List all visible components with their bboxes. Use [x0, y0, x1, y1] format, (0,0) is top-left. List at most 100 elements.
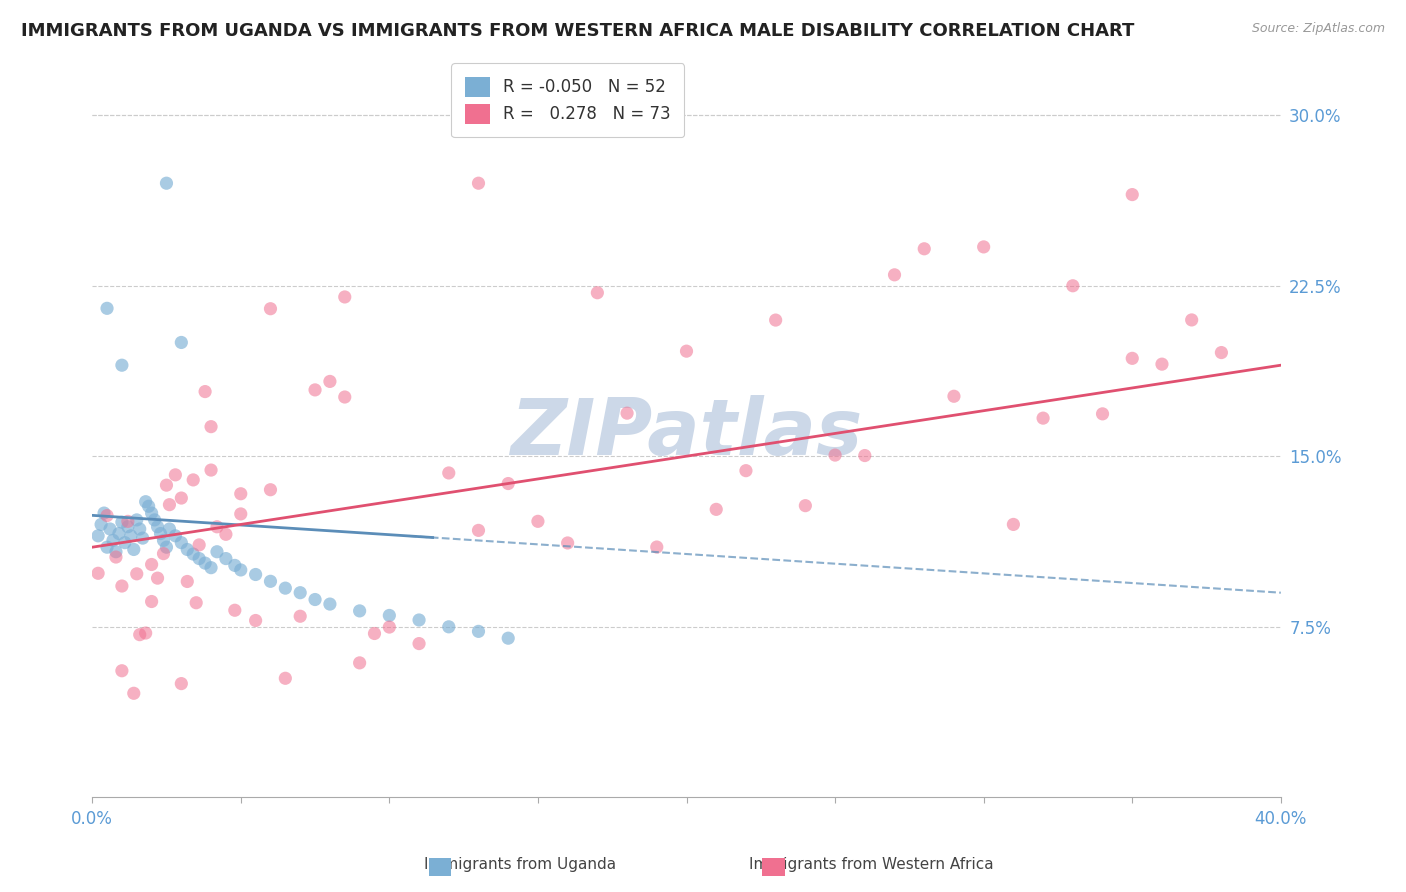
Point: [155, 176, 177, 190]
Text: Immigrants from Uganda: Immigrants from Uganda: [425, 857, 616, 872]
Point: [735, 464, 758, 478]
Point: [765, 313, 787, 327]
Point: [704, 502, 727, 516]
Point: [259, 574, 281, 589]
Point: [200, 419, 222, 434]
Point: [1211, 345, 1233, 359]
Point: [87, 529, 110, 543]
Point: [586, 285, 609, 300]
Point: [170, 535, 193, 549]
Point: [104, 545, 127, 559]
Point: [467, 176, 489, 190]
Point: [141, 558, 163, 572]
Point: [155, 540, 177, 554]
Point: [149, 526, 172, 541]
Point: [245, 614, 267, 628]
Point: [378, 608, 401, 623]
Point: [111, 515, 134, 529]
Point: [912, 242, 935, 256]
Point: [111, 579, 134, 593]
Point: [333, 390, 356, 404]
Point: [363, 626, 385, 640]
Point: [125, 566, 148, 581]
Point: [1121, 187, 1143, 202]
Point: [128, 522, 150, 536]
Point: [98, 522, 121, 536]
Point: [176, 574, 198, 589]
Point: [259, 301, 281, 316]
Point: [408, 637, 430, 651]
Point: [973, 240, 995, 254]
Point: [304, 592, 326, 607]
Point: [122, 686, 145, 700]
Point: [349, 604, 371, 618]
Point: [96, 540, 118, 554]
Point: [645, 540, 668, 554]
Point: [165, 467, 187, 482]
Point: [496, 631, 519, 645]
Point: [111, 664, 134, 678]
Point: [319, 597, 342, 611]
Point: [259, 483, 281, 497]
Point: [138, 500, 160, 514]
Point: [170, 676, 193, 690]
Point: [186, 596, 208, 610]
Text: IMMIGRANTS FROM UGANDA VS IMMIGRANTS FROM WESTERN AFRICA MALE DISABILITY CORRELA: IMMIGRANTS FROM UGANDA VS IMMIGRANTS FRO…: [21, 22, 1135, 40]
Point: [146, 571, 169, 585]
Point: [114, 535, 136, 549]
Point: [125, 513, 148, 527]
Point: [557, 536, 579, 550]
Point: [437, 620, 460, 634]
Point: [194, 384, 217, 399]
Point: [101, 533, 124, 548]
Point: [794, 499, 817, 513]
Point: [349, 656, 371, 670]
Point: [117, 519, 139, 533]
Point: [159, 498, 181, 512]
Point: [104, 549, 127, 564]
Point: [333, 290, 356, 304]
Point: [90, 517, 112, 532]
Point: [408, 613, 430, 627]
Point: [1121, 351, 1143, 366]
Point: [1002, 517, 1025, 532]
Point: [224, 603, 246, 617]
Point: [245, 567, 267, 582]
Point: [155, 478, 177, 492]
Point: [1062, 278, 1084, 293]
Point: [152, 547, 174, 561]
Point: [181, 473, 204, 487]
Point: [1150, 357, 1173, 371]
Point: [229, 507, 252, 521]
Point: [194, 556, 217, 570]
Point: [378, 620, 401, 634]
Point: [165, 529, 187, 543]
Point: [128, 627, 150, 641]
Point: [467, 624, 489, 639]
Point: [141, 594, 163, 608]
Point: [188, 551, 211, 566]
Point: [883, 268, 905, 282]
Legend: R = -0.050   N = 52, R =   0.278   N = 73: R = -0.050 N = 52, R = 0.278 N = 73: [451, 63, 683, 137]
Point: [1032, 411, 1054, 425]
Point: [176, 542, 198, 557]
Point: [188, 538, 211, 552]
Point: [1091, 407, 1114, 421]
Point: [205, 520, 228, 534]
Point: [93, 506, 115, 520]
Point: [215, 551, 238, 566]
Point: [675, 344, 697, 359]
Point: [181, 547, 204, 561]
Point: [824, 448, 846, 462]
Point: [274, 671, 297, 685]
Text: ZIPatlas: ZIPatlas: [510, 395, 863, 472]
Point: [319, 375, 342, 389]
Point: [853, 449, 876, 463]
Text: Immigrants from Western Africa: Immigrants from Western Africa: [749, 857, 994, 872]
Point: [1181, 313, 1204, 327]
Point: [290, 609, 312, 624]
Point: [143, 513, 166, 527]
Point: [131, 531, 153, 545]
Point: [200, 463, 222, 477]
Point: [229, 563, 252, 577]
